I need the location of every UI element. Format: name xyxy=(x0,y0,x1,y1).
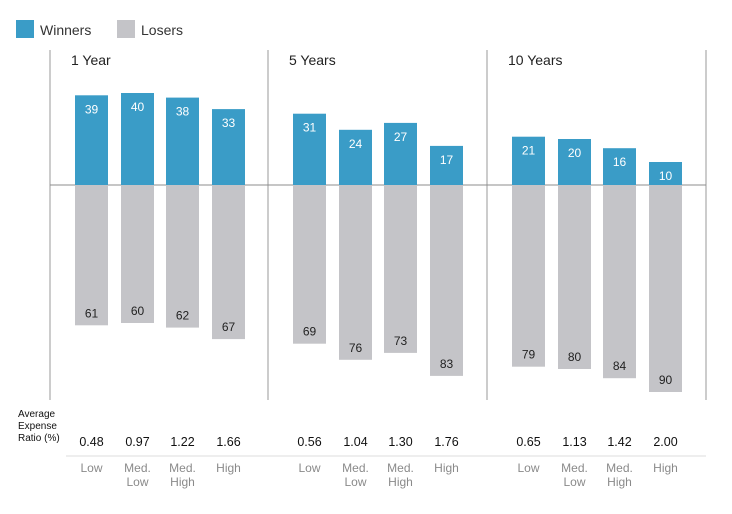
panel-title: 10 Years xyxy=(508,52,563,68)
losers-value-label: 76 xyxy=(349,341,363,355)
losers-value-label: 79 xyxy=(522,348,536,362)
losers-value-label: 67 xyxy=(222,320,236,334)
category-label: Med. xyxy=(387,461,414,475)
winners-bar xyxy=(293,113,326,185)
winners-value-label: 33 xyxy=(222,116,236,130)
losers-value-label: 73 xyxy=(394,334,408,348)
winners-bar xyxy=(339,129,372,185)
expense-ratio-value: 0.56 xyxy=(297,435,321,449)
expense-ratio-value: 1.76 xyxy=(434,435,458,449)
losers-bar xyxy=(603,185,636,379)
panel-title: 5 Years xyxy=(289,52,336,68)
losers-bar xyxy=(339,185,372,360)
winners-bar xyxy=(75,95,108,185)
category-label: Med. xyxy=(342,461,369,475)
legend-label-losers: Losers xyxy=(141,22,183,38)
winners-value-label: 17 xyxy=(440,153,454,167)
winners-value-label: 21 xyxy=(522,144,536,158)
expense-ratio-value: 0.97 xyxy=(125,435,149,449)
winners-value-label: 39 xyxy=(85,102,99,116)
losers-value-label: 90 xyxy=(659,373,673,387)
winners-value-label: 40 xyxy=(131,100,145,114)
category-label: High xyxy=(216,461,241,475)
expense-ratio-value: 2.00 xyxy=(653,435,677,449)
expense-ratio-title: Average xyxy=(18,409,56,420)
category-label: Med. xyxy=(606,461,633,475)
losers-value-label: 83 xyxy=(440,357,454,371)
winners-bar xyxy=(649,162,682,185)
expense-ratio-value: 1.13 xyxy=(562,435,586,449)
expense-ratio-value: 1.66 xyxy=(216,435,240,449)
losers-bar xyxy=(166,185,199,328)
legend-label-winners: Winners xyxy=(40,22,91,38)
losers-bar xyxy=(649,185,682,392)
category-label: Med. xyxy=(169,461,196,475)
losers-value-label: 69 xyxy=(303,325,317,339)
category-label: Low xyxy=(126,475,148,489)
losers-value-label: 84 xyxy=(613,359,627,373)
winners-value-label: 38 xyxy=(176,105,190,119)
category-label: High xyxy=(170,475,195,489)
category-label: High xyxy=(434,461,459,475)
losers-bar xyxy=(430,185,463,376)
losers-bar xyxy=(558,185,591,369)
panel-title: 1 Year xyxy=(71,52,111,68)
expense-ratio-title: Expense xyxy=(18,421,57,432)
losers-value-label: 60 xyxy=(131,304,145,318)
category-label: Low xyxy=(517,461,539,475)
expense-ratio-title: Ratio (%) xyxy=(18,433,60,444)
winners-bar xyxy=(121,93,154,185)
losers-bar xyxy=(75,185,108,326)
category-label: Low xyxy=(298,461,320,475)
category-label: Low xyxy=(344,475,366,489)
winners-bar xyxy=(212,109,245,185)
losers-bar xyxy=(212,185,245,340)
category-label: Low xyxy=(563,475,585,489)
losers-bar xyxy=(512,185,545,367)
category-label: High xyxy=(653,461,678,475)
winners-bar xyxy=(166,97,199,185)
winners-value-label: 16 xyxy=(613,155,627,169)
expense-ratio-value: 1.22 xyxy=(170,435,194,449)
expense-ratio-value: 0.48 xyxy=(79,435,103,449)
expense-ratio-value: 1.04 xyxy=(343,435,367,449)
category-label: Med. xyxy=(561,461,588,475)
expense-ratio-value: 0.65 xyxy=(516,435,540,449)
winners-value-label: 24 xyxy=(349,137,363,151)
losers-value-label: 62 xyxy=(176,309,190,323)
legend-swatch-losers xyxy=(117,20,135,38)
losers-bar xyxy=(293,185,326,344)
winners-value-label: 10 xyxy=(659,169,673,183)
category-label: High xyxy=(607,475,632,489)
category-label: Med. xyxy=(124,461,151,475)
category-label: Low xyxy=(80,461,102,475)
winners-bar xyxy=(512,136,545,185)
category-label: High xyxy=(388,475,413,489)
winners-bar xyxy=(430,145,463,185)
expense-ratio-value: 1.30 xyxy=(388,435,412,449)
losers-value-label: 61 xyxy=(85,306,99,320)
winners-bar xyxy=(384,122,417,185)
winners-bar xyxy=(603,148,636,185)
winners-bar xyxy=(558,139,591,185)
expense-ratio-value: 1.42 xyxy=(607,435,631,449)
winners-value-label: 31 xyxy=(303,121,317,135)
legend-swatch-winners xyxy=(16,20,34,38)
losers-value-label: 80 xyxy=(568,350,582,364)
losers-bar xyxy=(384,185,417,353)
winners-value-label: 20 xyxy=(568,146,582,160)
winners-value-label: 27 xyxy=(394,130,408,144)
losers-bar xyxy=(121,185,154,323)
